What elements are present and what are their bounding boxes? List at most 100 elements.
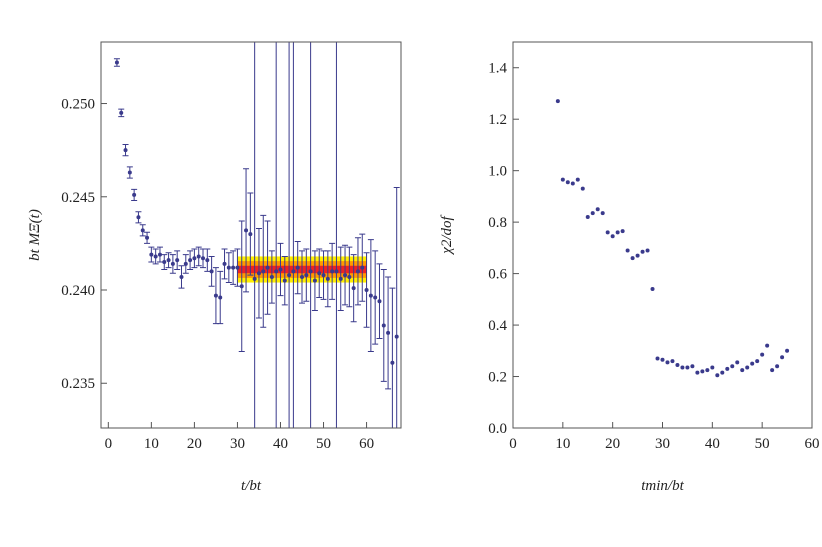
point	[595, 207, 600, 212]
point	[730, 364, 735, 369]
point	[269, 274, 274, 279]
y-tick-label: 0.8	[488, 215, 507, 231]
y-axis-title: bt MΞ(t)	[27, 209, 43, 261]
point	[615, 230, 620, 235]
point	[580, 186, 585, 191]
plot-area	[113, 42, 400, 428]
point	[560, 177, 565, 182]
point	[287, 273, 292, 278]
point	[179, 274, 184, 279]
point	[308, 269, 313, 274]
y-tick-label: 0.250	[61, 97, 95, 113]
point	[620, 229, 625, 234]
point	[645, 248, 650, 253]
y-tick-label: 1.4	[488, 61, 507, 77]
point	[705, 368, 710, 373]
point	[282, 278, 287, 283]
point	[317, 271, 322, 276]
x-tick-label: 60	[359, 436, 374, 452]
x-tick-label: 20	[187, 436, 202, 452]
point	[555, 99, 560, 104]
point	[252, 276, 257, 281]
y-tick-label: 0.2	[488, 370, 507, 386]
point	[690, 364, 695, 369]
point	[244, 228, 249, 233]
point	[630, 256, 635, 261]
point	[725, 366, 730, 371]
point	[192, 256, 197, 261]
point	[274, 269, 279, 274]
point	[360, 265, 365, 270]
point	[660, 357, 665, 362]
x-tick-label: 50	[316, 436, 331, 452]
y-tick-label: 0.240	[61, 283, 95, 299]
x-tick-label: 20	[605, 436, 620, 452]
point	[390, 360, 395, 365]
point	[201, 256, 206, 261]
point	[386, 330, 391, 335]
point	[153, 254, 158, 259]
panel: 0 10 20 30 40 50 60 0.0 0.2 0.4 0.6 0.8 1.0 1.2 1.4 tmi…	[439, 41, 820, 494]
point	[650, 287, 655, 292]
point	[145, 235, 150, 240]
point	[330, 269, 335, 274]
x-tick-label: 60	[805, 436, 820, 452]
point	[256, 271, 261, 276]
point	[248, 232, 253, 237]
point	[685, 365, 690, 370]
point	[364, 288, 369, 293]
point	[114, 60, 119, 65]
point	[625, 248, 630, 253]
point	[715, 373, 720, 378]
point	[325, 276, 330, 281]
point	[127, 170, 132, 175]
point	[136, 215, 141, 220]
point	[321, 273, 326, 278]
point	[213, 293, 218, 298]
point	[750, 361, 755, 366]
point	[209, 269, 214, 274]
x-tick-label: 40	[705, 436, 720, 452]
y-tick-label: 0.235	[61, 376, 95, 392]
point	[265, 265, 270, 270]
x-axis-title: t/bt	[241, 478, 262, 494]
point	[132, 192, 137, 197]
y-tick-label: 1.0	[488, 164, 507, 180]
point	[640, 249, 645, 254]
point	[196, 254, 201, 259]
y-axis-title: χ2/dof	[439, 214, 455, 255]
point	[368, 293, 373, 298]
y-tick-label: 0.4	[488, 318, 507, 334]
point	[338, 276, 343, 281]
point	[239, 284, 244, 289]
point	[670, 359, 675, 364]
point	[123, 148, 128, 153]
y-tick-label: 1.2	[488, 112, 507, 128]
point	[119, 110, 124, 115]
point	[222, 261, 227, 266]
point	[740, 368, 745, 373]
point	[166, 258, 171, 263]
x-tick-label: 10	[144, 436, 159, 452]
point	[755, 359, 760, 364]
point	[765, 343, 770, 348]
y-tick-label: 0.0	[488, 421, 507, 437]
x-tick-label: 30	[230, 436, 245, 452]
point	[700, 369, 705, 374]
point	[570, 181, 575, 186]
point	[226, 265, 231, 270]
point	[770, 368, 775, 373]
x-tick-label: 30	[655, 436, 670, 452]
point	[373, 295, 378, 300]
panel: 0 10 20 30 40 50 60 0.235 0.240 0.245 0.250 t/bt bt …	[27, 41, 402, 494]
point	[205, 258, 210, 263]
y-tick-label: 0.245	[61, 190, 95, 206]
point	[605, 230, 610, 235]
x-tick-label: 10	[555, 436, 570, 452]
x-axis-title: tmin/bt	[641, 478, 684, 494]
point	[760, 352, 765, 357]
point	[590, 211, 595, 216]
point	[295, 265, 300, 270]
point	[312, 278, 317, 283]
point	[381, 323, 386, 328]
